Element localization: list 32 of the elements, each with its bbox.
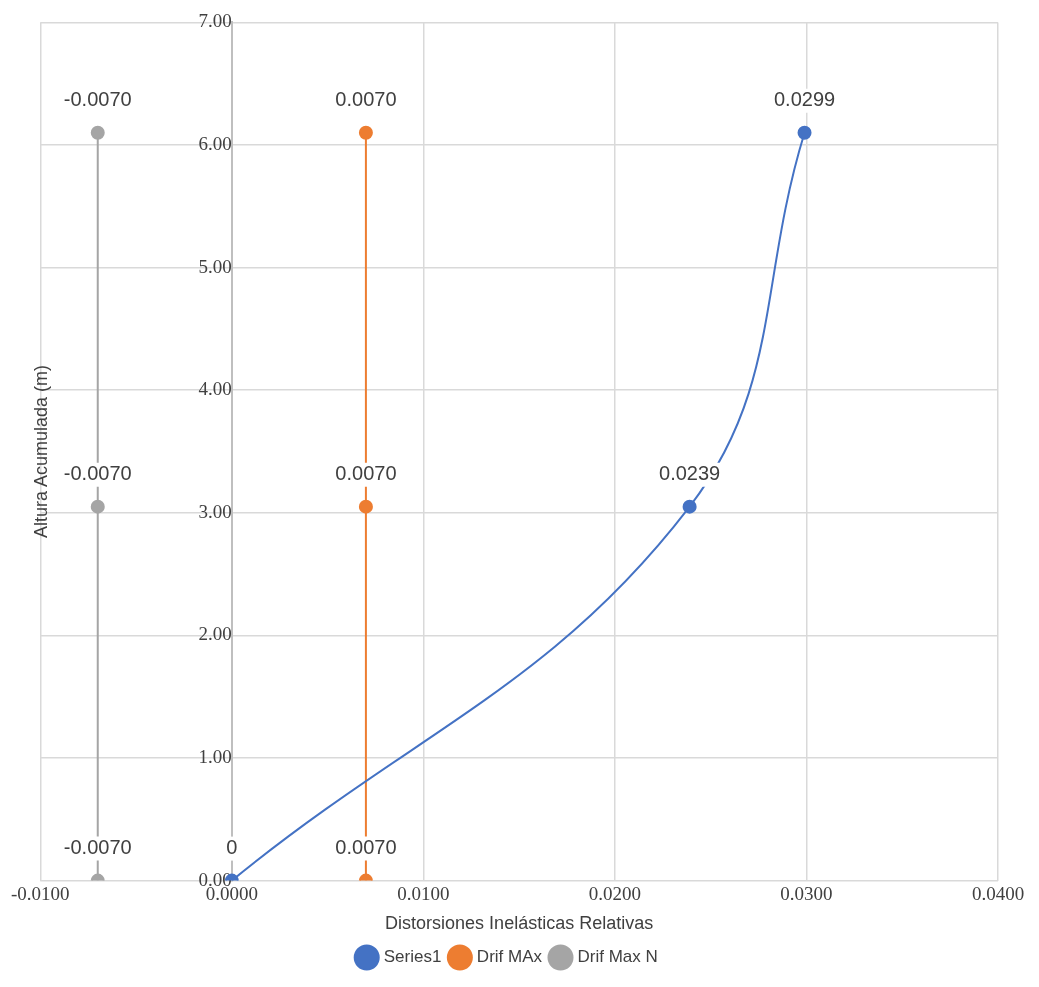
y-tick-label: 6.00 (198, 132, 232, 154)
y-tick-label: 4.00 (198, 378, 232, 400)
x-tick-label: 0.0200 (588, 882, 642, 904)
annotation: 0 (226, 836, 238, 859)
x-axis-title: Distorsiones Inelásticas Relativas (385, 913, 654, 934)
annotation: -0.0070 (63, 88, 132, 111)
annotation: 0.0239 (659, 462, 721, 485)
legend-label: Drif MAx (476, 947, 543, 967)
y-tick-label: 2.00 (198, 623, 232, 645)
annotation: 0.0299 (773, 88, 836, 111)
point (358, 499, 373, 514)
point (90, 499, 105, 514)
legend-label: Series1 (383, 947, 442, 967)
y-tick-label: 3.00 (198, 500, 232, 522)
x-tick-label: 0.0100 (397, 882, 450, 904)
annotation: 0.0070 (335, 88, 397, 111)
x-tick-label: -0.0100 (11, 882, 70, 904)
point (358, 125, 373, 140)
y-axis-title: Altura Acumulada (m) (30, 364, 51, 539)
annotation: -0.0070 (63, 836, 132, 859)
point (682, 499, 697, 514)
y-tick-label: 7.00 (198, 10, 232, 32)
x-tick-label: 0.0300 (780, 882, 833, 904)
annotation: 0.0070 (335, 462, 397, 485)
point (797, 125, 812, 140)
y-tick-label: 1.00 (198, 745, 232, 767)
annotation: -0.0070 (63, 462, 132, 485)
legend-label: Drif Max N (577, 947, 658, 967)
x-tick-label: 0.0400 (971, 882, 1025, 904)
y-tick-label: 5.00 (198, 255, 232, 277)
point (90, 125, 105, 140)
annotation: 0.0070 (335, 836, 397, 859)
